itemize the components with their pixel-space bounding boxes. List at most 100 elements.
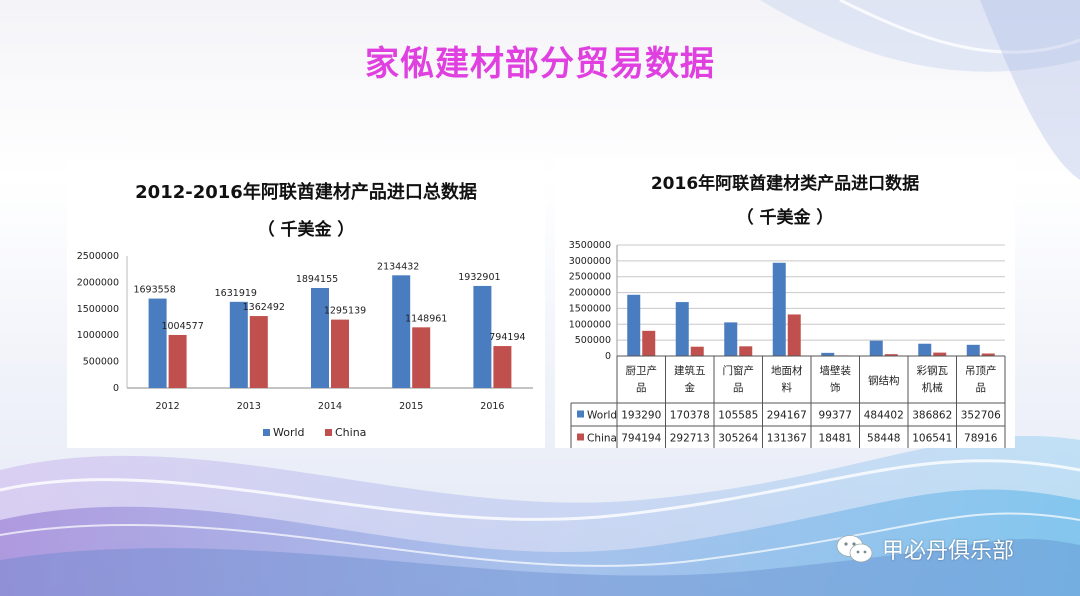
data-label: 1631919 [215,288,257,299]
legend-swatch-world [577,410,584,418]
table-cell: 105585 [718,410,758,422]
bar-world [627,294,641,356]
chart-panel-category-imports: 2016年阿联酋建材类产品进口数据 （ 千美金 ） 0 500000 1000000… [555,158,1015,448]
table-cell: 305264 [718,433,758,445]
chart-unit: （ 千美金 ） [736,208,834,228]
legend-swatch-world [263,429,270,436]
table-cell: 193290 [621,410,661,422]
bar-china [787,314,801,356]
table-cell: 58448 [867,433,900,445]
data-label: 1004577 [161,321,203,332]
category-label: 品 [976,382,987,394]
chart-unit: （ 千美金 ） [257,220,355,240]
slide-title: 家俬建材部分贸易数据 [365,44,715,84]
bar-china [412,327,431,388]
category-label: 机械 [922,381,943,394]
table-cell: 484402 [864,410,904,422]
data-label: 1932901 [458,272,500,283]
bar-world [966,344,980,356]
data-label: 1148961 [405,313,447,324]
table-cell: 99377 [819,410,852,422]
chart-panel-annual-imports: 2012-2016年阿联酋建材产品进口总数据 （ 千美金 ） 0 500000 10… [67,160,545,448]
bar-world [869,340,883,356]
bar-world [675,302,689,356]
bar-world [772,262,786,356]
bar-china [981,353,995,356]
bar-china [933,352,947,356]
category-label: 彩钢瓦 [917,364,949,377]
category-label: 墙壁装 [820,364,852,377]
bar-world [918,343,932,356]
y-tick-label: 2500000 [569,272,611,283]
bar-world [311,287,329,388]
data-label: 1693558 [133,285,175,296]
bar-china [249,316,268,388]
y-tick-label: 500000 [83,357,119,368]
annual-imports-bar-chart: 0 500000 1000000 1500000 2000000 2500000 2012 1… [77,251,533,439]
bar-world [148,298,167,388]
data-label: 1362492 [243,302,285,313]
legend-label: World [587,410,617,422]
category-label: 厨卫产 [626,364,658,377]
y-tick-label: 1500000 [569,303,611,314]
y-tick-label: 500000 [575,335,611,346]
data-label: 1295139 [324,306,366,317]
category-label: 料 [782,381,793,394]
x-tick-label: 2014 [318,401,342,412]
y-tick-label: 2000000 [77,277,119,288]
table-cell: 170378 [670,410,710,422]
y-tick-label: 1500000 [77,304,119,315]
legend-swatch-china [325,429,332,436]
legend-label: China [587,433,617,445]
bar-china [739,346,753,356]
bar-china [331,319,349,388]
bar-world [724,322,738,356]
data-label: 794194 [489,332,525,343]
category-label: 建筑五 [674,364,706,377]
y-tick-label: 2500000 [77,251,119,262]
category-label: 地面材 [771,364,803,377]
data-label: 1894155 [296,274,338,285]
category-label: 钢结构 [868,374,900,387]
bar-world [473,285,492,388]
x-tick-label: 2015 [399,401,423,412]
legend-label: China [335,426,366,439]
table-cell: 106541 [912,433,952,445]
bar-world [821,352,835,356]
table-cell: 78916 [964,433,998,445]
bar-china [493,346,512,388]
watermark: 甲必丹俱乐部 [836,533,1014,565]
bar-world [229,301,248,388]
y-tick-label: 2000000 [569,288,611,299]
x-tick-label: 2013 [237,401,261,412]
wechat-icon [836,535,873,563]
legend-swatch-china [577,433,584,441]
table-cell: 18481 [819,433,852,445]
category-imports-bar-chart: 0 500000 1000000 1500000 2000000 2500000 30000… [569,240,1006,448]
bar-world [392,275,411,388]
category-label: 门窗产 [723,364,755,377]
table-cell: 292713 [670,433,710,445]
table-cell: 794194 [621,433,661,445]
category-label: 金 [685,381,696,394]
legend-label: World [273,426,305,439]
y-tick-label: 1000000 [569,319,611,330]
chart-title: 2012-2016年阿联酋建材产品进口总数据 [135,182,477,203]
table-cell: 131367 [767,433,807,445]
bar-china [168,334,187,388]
y-tick-label: 0 [605,351,611,362]
bar-china [642,330,656,356]
category-label: 吊顶产 [965,364,997,377]
table-cell: 386862 [912,410,952,422]
y-tick-label: 1000000 [77,330,119,341]
category-label: 饰 [830,381,841,394]
bar-china [690,346,704,356]
chart-title: 2016年阿联酋建材类产品进口数据 [650,174,920,194]
y-tick-label: 0 [113,383,119,394]
table-cell: 352706 [961,410,1001,422]
data-label: 2134432 [377,261,419,272]
table-cell: 294167 [767,410,807,422]
x-tick-label: 2016 [480,401,504,412]
watermark-text: 甲必丹俱乐部 [882,539,1015,564]
